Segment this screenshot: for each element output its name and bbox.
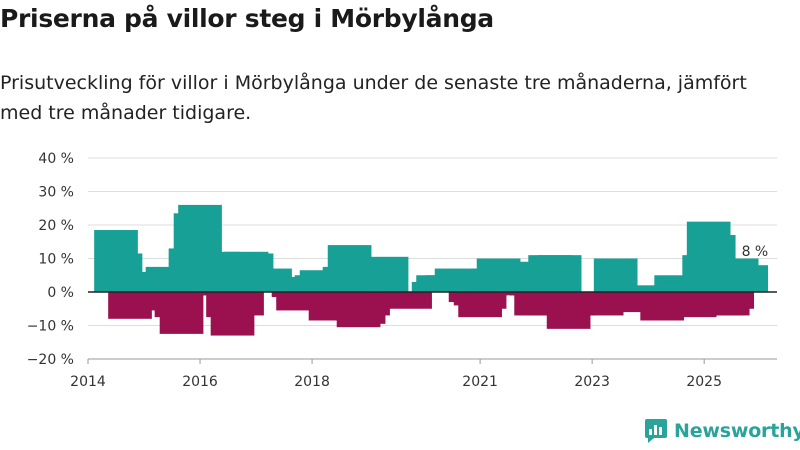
y-tick-label: 40 % <box>38 151 74 167</box>
bar <box>201 288 246 292</box>
bar <box>481 292 526 296</box>
y-tick-label: 10 % <box>38 252 74 268</box>
y-tick-label: −10 % <box>27 319 74 335</box>
bar <box>462 292 507 309</box>
x-tick-label: 2021 <box>462 374 498 390</box>
bar <box>388 292 432 309</box>
y-axis-labels: 40 % 30 % 20 % 10 % 0 % −10 % −20 % <box>27 151 74 368</box>
latest-value-annotation: 8 % <box>742 244 769 260</box>
bar <box>280 292 325 303</box>
bar <box>434 268 479 292</box>
chart-subtitle: Prisutveckling för villor i Mörbylånga u… <box>0 72 747 124</box>
x-tick-label: 2014 <box>70 374 106 390</box>
bar <box>220 292 264 316</box>
y-tick-label: 0 % <box>47 285 74 301</box>
newsworthy-logo-icon <box>645 419 667 443</box>
y-tick-label: 20 % <box>38 218 74 234</box>
bar <box>537 255 582 292</box>
brand-name: Newsworthy <box>674 420 800 442</box>
bar <box>364 256 409 292</box>
y-tick-label: −20 % <box>27 352 74 368</box>
x-tick-label: 2018 <box>294 374 330 390</box>
x-tick-label: 2023 <box>574 374 610 390</box>
bar <box>313 292 358 296</box>
bars <box>94 204 769 336</box>
x-axis: 2014 2016 2018 2021 2023 2025 <box>70 358 777 390</box>
x-tick-label: 2016 <box>182 374 218 390</box>
bar <box>626 288 671 292</box>
bar <box>644 292 689 303</box>
bar <box>164 292 208 296</box>
bar <box>159 292 204 334</box>
x-tick-label: 2025 <box>686 374 722 390</box>
bar <box>710 292 755 309</box>
bar <box>724 265 769 292</box>
bar <box>360 292 404 301</box>
chart-title: Priserna på villor steg i Mörbylånga <box>0 4 494 33</box>
bar <box>248 268 292 292</box>
y-tick-label: 30 % <box>38 185 74 201</box>
newsworthy-logo[interactable]: Newsworthy <box>644 418 800 444</box>
